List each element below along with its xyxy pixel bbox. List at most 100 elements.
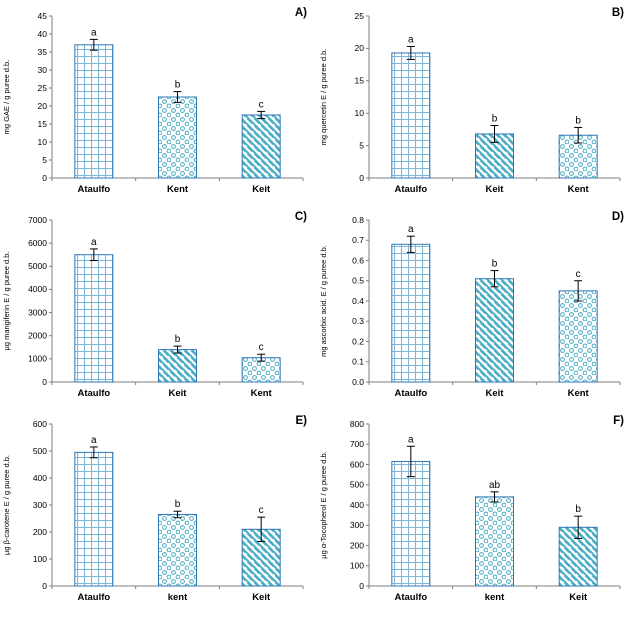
x-category-label: Keit — [252, 592, 271, 603]
chart-svg-D: mg ascorbic acid. E / g puree d.b. D) 0.0 0… — [319, 211, 624, 399]
chart-panel-A: mg GAE / g puree d.b. A) 0 5 10 15 20 25 30 35 40 4… — [0, 0, 317, 204]
y-tick-label: 0.2 — [352, 336, 364, 346]
chart-svg-A: mg GAE / g puree d.b. A) 0 5 10 15 20 25 30 35 40 4… — [2, 7, 307, 195]
y-tick-label: 400 — [33, 473, 47, 483]
y-axis-title: µg α-Tocopherol E / g puree d.b. — [319, 451, 328, 558]
x-category-label: Kent — [251, 388, 273, 399]
y-tick-label: 5000 — [28, 261, 47, 271]
x-category-label: Kent — [568, 184, 590, 195]
sig-letter: a — [91, 237, 97, 248]
y-tick-label: 45 — [38, 11, 48, 21]
y-tick-label: 3000 — [28, 307, 47, 317]
chart-svg-E: µg β-carotene E / g puree d.b. E) 0 100 200 3… — [2, 415, 308, 603]
sig-letter: b — [175, 80, 181, 91]
y-tick-label: 15 — [355, 76, 365, 86]
y-tick-label: 0 — [359, 173, 364, 183]
x-category-label: Keit — [169, 388, 188, 399]
y-tick-label: 500 — [33, 446, 47, 456]
y-axis-title: µg β-carotene E / g puree d.b. — [2, 455, 11, 555]
y-axis-title: mg ascorbic acid. E / g puree d.b. — [319, 245, 328, 357]
y-tick-label: 10 — [355, 108, 365, 118]
y-tick-label: 25 — [355, 11, 365, 21]
panel-label: C) — [295, 211, 307, 223]
sig-letter: c — [259, 99, 264, 110]
panel-label: A) — [295, 7, 307, 19]
y-tick-label: 1000 — [28, 354, 47, 364]
panel-label: D) — [612, 211, 624, 223]
x-category-label: Kent — [568, 388, 590, 399]
y-tick-label: 0.0 — [352, 377, 364, 387]
y-tick-label: 100 — [33, 554, 47, 564]
sig-letter: b — [492, 259, 498, 270]
sig-letter: ab — [489, 480, 501, 491]
x-category-label: Ataulfo — [77, 184, 110, 195]
bar-kent — [158, 513, 197, 587]
y-tick-label: 7000 — [28, 215, 47, 225]
y-tick-label: 20 — [355, 43, 365, 53]
bar-ataulfo — [391, 52, 431, 179]
chart-panel-F: µg α-Tocopherol E / g puree d.b. F) 0 100 20… — [317, 408, 634, 612]
y-tick-label: 5 — [359, 140, 364, 150]
y-tick-label: 800 — [350, 419, 364, 429]
x-category-label: Ataulfo — [394, 388, 427, 399]
y-tick-label: 0.8 — [352, 215, 364, 225]
y-tick-label: 0 — [42, 173, 47, 183]
y-tick-label: 500 — [350, 480, 364, 490]
y-tick-label: 6000 — [28, 238, 47, 248]
y-tick-label: 10 — [38, 137, 48, 147]
y-tick-label: 600 — [350, 459, 364, 469]
sig-letter: c — [259, 505, 264, 516]
sig-letter: c — [259, 342, 264, 353]
sig-letter: a — [91, 435, 97, 446]
y-tick-label: 25 — [38, 83, 48, 93]
panel-label: E) — [296, 415, 308, 427]
y-tick-label: 700 — [350, 439, 364, 449]
chart-panel-C: µg mangiferin E / g puree d.b. C) 0 1000 200… — [0, 204, 317, 408]
bar-ataulfo — [74, 254, 114, 383]
x-category-label: Keit — [486, 184, 505, 195]
chart-panel-E: µg β-carotene E / g puree d.b. E) 0 100 200 3… — [0, 408, 317, 612]
sig-letter: a — [91, 27, 97, 38]
chart-svg-C: µg mangiferin E / g puree d.b. C) 0 1000 200… — [2, 211, 307, 399]
x-category-label: Ataulfo — [77, 388, 110, 399]
y-tick-label: 0.7 — [352, 235, 364, 245]
panel-label: B) — [612, 7, 624, 19]
x-category-label: Ataulfo — [394, 184, 427, 195]
x-category-label: kent — [168, 592, 188, 603]
bar-keit — [241, 114, 281, 179]
x-category-label: Keit — [569, 592, 588, 603]
y-tick-label: 30 — [38, 65, 48, 75]
y-tick-label: 400 — [350, 500, 364, 510]
y-tick-label: 200 — [33, 527, 47, 537]
x-category-label: Keit — [486, 388, 505, 399]
y-tick-label: 5 — [42, 155, 47, 165]
y-axis-title: mg GAE / g puree d.b. — [2, 60, 11, 135]
y-tick-label: 4000 — [28, 284, 47, 294]
y-tick-label: 600 — [33, 419, 47, 429]
bar-ataulfo — [391, 243, 431, 383]
y-tick-label: 200 — [350, 540, 364, 550]
sig-letter: c — [576, 269, 581, 280]
x-category-label: kent — [485, 592, 505, 603]
x-category-label: Ataulfo — [77, 592, 110, 603]
y-tick-label: 300 — [33, 500, 47, 510]
x-category-label: Keit — [252, 184, 271, 195]
bar-ataulfo — [391, 460, 431, 587]
bar-keit — [475, 278, 514, 383]
y-tick-label: 20 — [38, 101, 48, 111]
y-tick-label: 0.3 — [352, 316, 364, 326]
y-tick-label: 0.1 — [352, 357, 364, 367]
y-tick-label: 0.4 — [352, 296, 364, 306]
y-tick-label: 0.5 — [352, 276, 364, 286]
bar-keit — [241, 528, 281, 587]
sig-letter: b — [175, 499, 181, 510]
panel-label: F) — [613, 415, 624, 427]
y-tick-label: 0 — [42, 581, 47, 591]
sig-letter: b — [575, 504, 581, 515]
y-axis-title: mg quercetin E / g puree d.b. — [319, 49, 328, 146]
bar-kent — [475, 496, 514, 587]
y-tick-label: 0.6 — [352, 255, 364, 265]
sig-letter: b — [575, 115, 581, 126]
y-tick-label: 35 — [38, 47, 48, 57]
